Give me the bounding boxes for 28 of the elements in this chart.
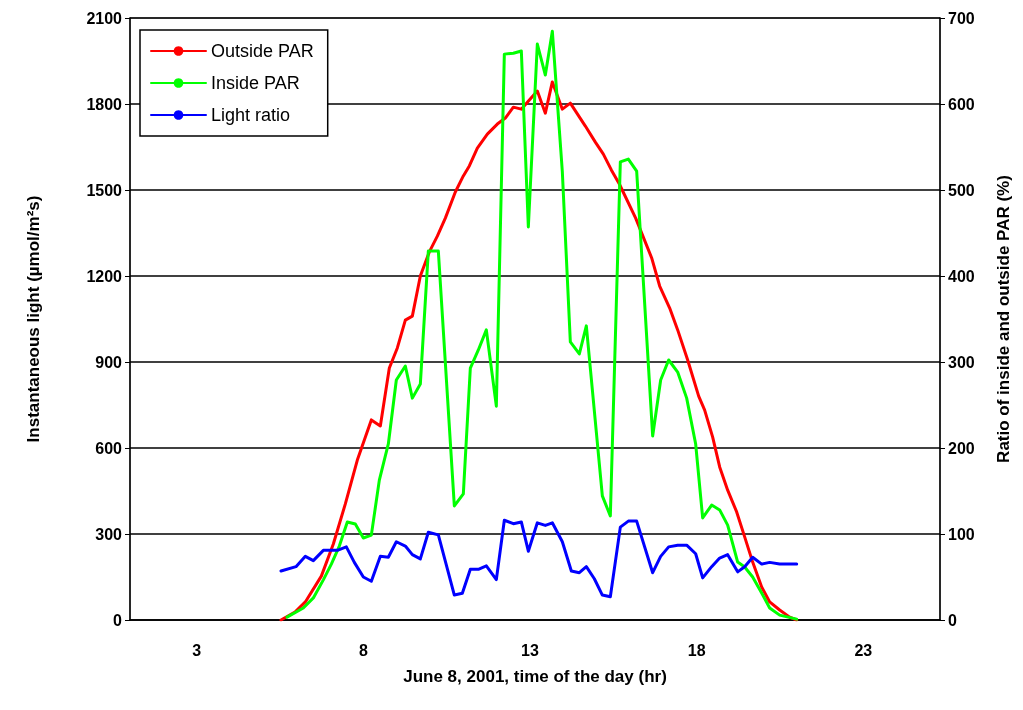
line-series: [279, 518, 799, 599]
y-tick-label: 1200: [86, 267, 123, 285]
y2-axis-title: Ratio of inside and outside PAR (%): [994, 175, 1013, 463]
y-axis-title: Instantaneous light (µmol/m²s): [24, 195, 43, 443]
x-tick-label: 3: [192, 641, 202, 659]
y2-tick-label: 600: [948, 95, 975, 113]
y2-tick-label: 100: [948, 525, 975, 543]
legend-label: Light ratio: [211, 105, 291, 125]
x-tick-label: 23: [854, 641, 873, 659]
y-tick-label: 1800: [86, 95, 123, 113]
y2-tick-label: 400: [948, 267, 975, 285]
y-tick-label: 900: [95, 353, 123, 371]
y2-tick-label: 500: [948, 181, 975, 199]
y-tick-label: 0: [113, 611, 123, 629]
y2-tick-label: 700: [948, 9, 975, 27]
y2-tick-label: 0: [948, 611, 957, 629]
x-axis-title: June 8, 2001, time of the day (hr): [403, 667, 667, 686]
y2-tick-label: 200: [948, 439, 975, 457]
x-tick-label: 8: [358, 641, 368, 659]
y-tick-label: 2100: [86, 9, 123, 27]
y2-tick-label: 300: [948, 353, 975, 371]
x-tick-label: 13: [521, 641, 539, 659]
legend-label: Inside PAR: [211, 73, 300, 93]
y-tick-label: 600: [95, 439, 123, 457]
x-tick-label: 18: [687, 641, 706, 659]
y-tick-label: 300: [95, 525, 123, 543]
y-tick-label: 1500: [86, 181, 123, 199]
legend-label: Outside PAR: [211, 41, 314, 61]
